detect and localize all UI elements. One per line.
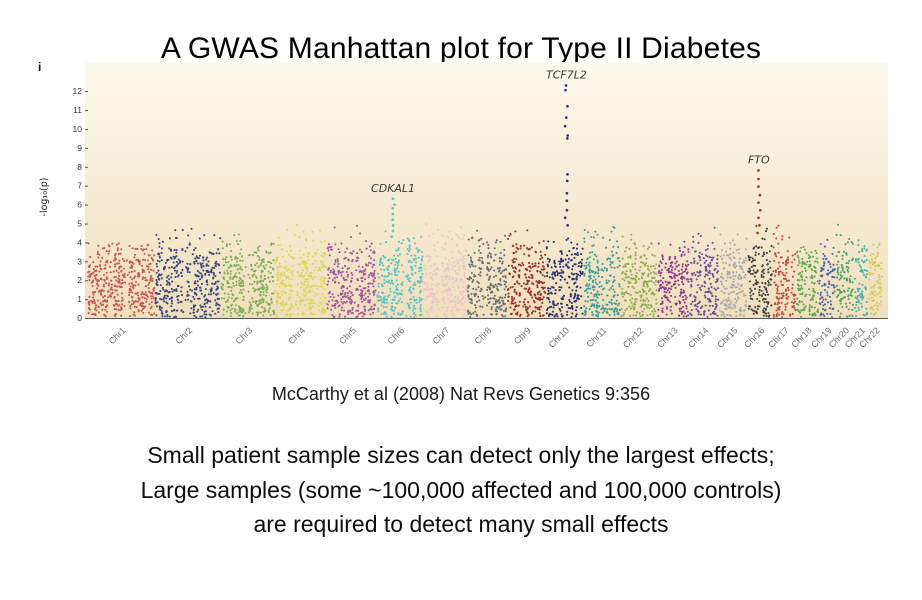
body-text-line: Large samples (some ~100,000 affected an…: [140, 476, 782, 503]
page-title: A GWAS Manhattan plot for Type II Diabet…: [160, 32, 762, 66]
body-text-line: Small patient sample sizes can detect on…: [147, 442, 775, 468]
manhattan-plot-canvas: [36, 60, 888, 378]
body-text-line: are required to detect many small effect…: [253, 511, 669, 537]
figure-caption: McCarthy et al (2008) Nat Revs Genetics …: [271, 384, 651, 404]
body-text: Small patient sample sizes can detect on…: [0, 438, 922, 542]
manhattan-figure: i: [36, 60, 888, 380]
figure-panel-label: i: [38, 60, 42, 74]
